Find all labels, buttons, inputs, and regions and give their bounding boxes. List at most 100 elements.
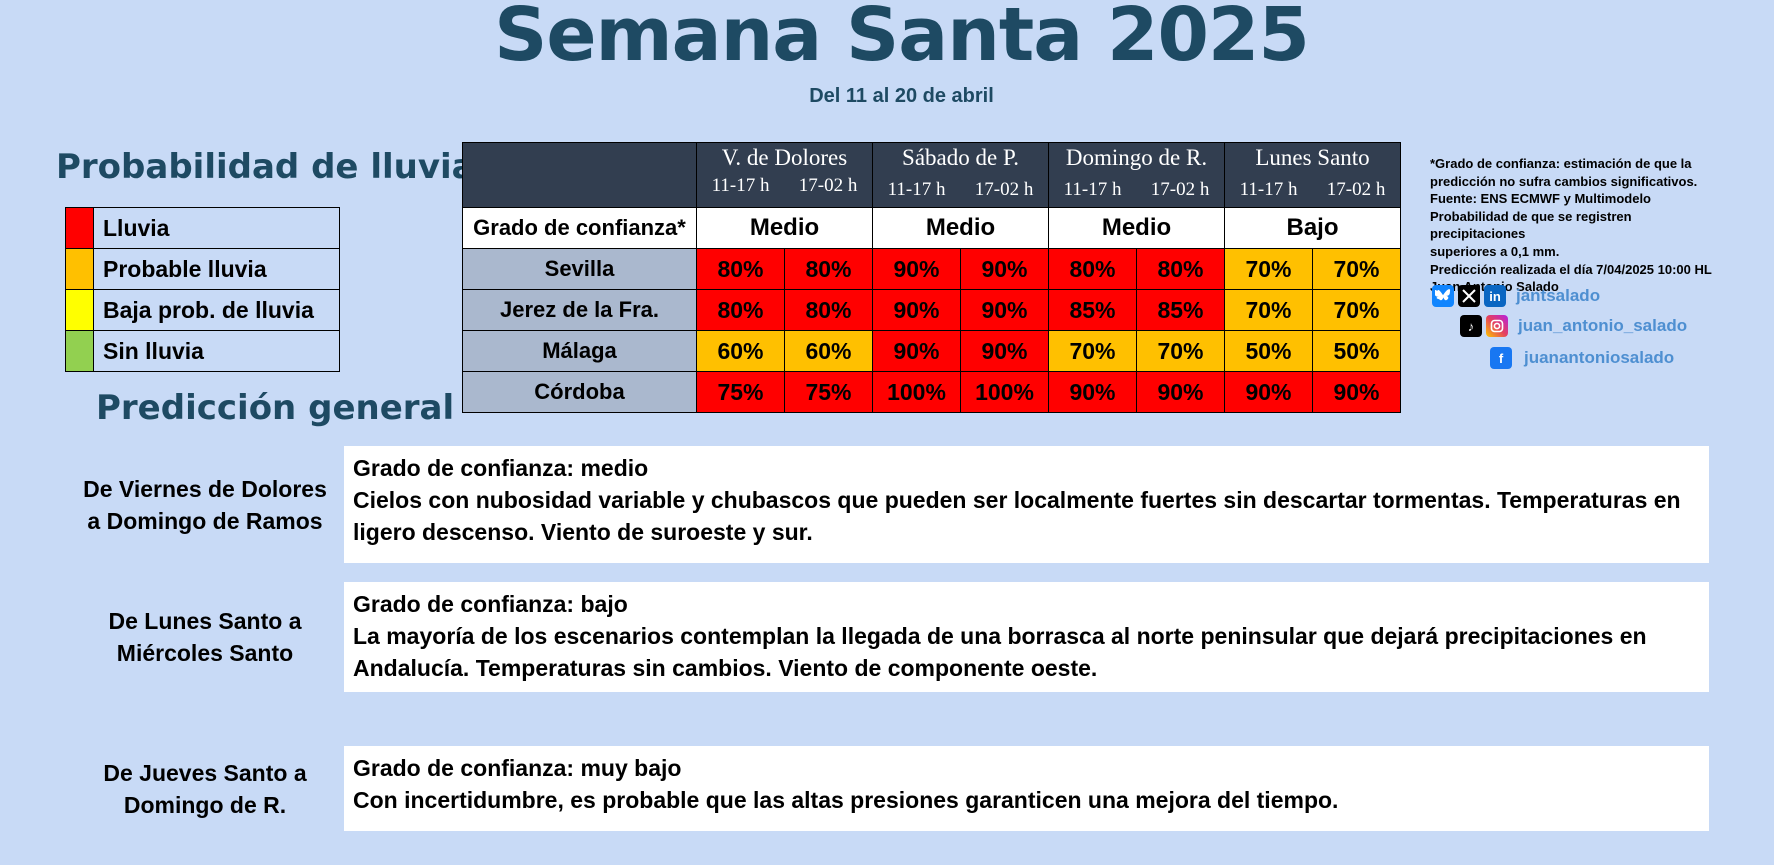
day-header: V. de Dolores 11-17 h 17-02 h bbox=[696, 142, 873, 208]
probability-cell: 70% bbox=[1312, 289, 1401, 331]
confidence-value: Medio bbox=[1048, 207, 1225, 249]
period-label-line: Domingo de R. bbox=[123, 792, 287, 818]
note-line: Predicción realizada el día 7/04/2025 10… bbox=[1430, 261, 1712, 277]
probability-cell: 50% bbox=[1312, 330, 1401, 372]
probability-cell: 85% bbox=[1136, 289, 1225, 331]
probability-cell: 80% bbox=[1048, 248, 1137, 290]
period-label: De Viernes de Dolores a Domingo de Ramos bbox=[70, 473, 340, 537]
period-forecast-box: Grado de confianza: bajo La mayoría de l… bbox=[344, 582, 1709, 692]
confidence-value: Medio bbox=[696, 207, 873, 249]
day-header: Sábado de P. 11-17 h 17-02 h bbox=[872, 142, 1049, 208]
probability-cell: 80% bbox=[696, 289, 785, 331]
social-row-3[interactable]: f juanantoniosalado bbox=[1490, 347, 1674, 369]
period-forecast-box: Grado de confianza: medio Cielos con nub… bbox=[344, 446, 1709, 563]
probability-cell: 90% bbox=[1312, 371, 1401, 413]
note-line: Fuente: ENS ECMWF y Multimodelo bbox=[1430, 191, 1651, 207]
period-forecast-box: Grado de confianza: muy bajo Con incerti… bbox=[344, 746, 1709, 831]
hour-range: 11-17 h bbox=[887, 179, 946, 200]
hour-range: 17-02 h bbox=[974, 179, 1034, 200]
legend-swatch bbox=[65, 207, 94, 249]
legend-swatch bbox=[65, 330, 94, 372]
linkedin-icon: in bbox=[1484, 285, 1506, 307]
probability-cell: 90% bbox=[960, 248, 1049, 290]
day-header: Domingo de R. 11-17 h 17-02 h bbox=[1048, 142, 1225, 208]
legend-label: Sin lluvia bbox=[93, 330, 340, 372]
legend-swatch bbox=[65, 289, 94, 331]
city-name: Sevilla bbox=[462, 248, 697, 290]
city-name: Córdoba bbox=[462, 371, 697, 413]
probability-cell: 90% bbox=[1136, 371, 1225, 413]
period-label-line: Miércoles Santo bbox=[116, 640, 294, 666]
probability-table: V. de Dolores 11-17 h 17-02 h Sábado de P… bbox=[462, 142, 1401, 413]
probability-cell: 60% bbox=[696, 330, 785, 372]
social-handle[interactable]: jantsalado bbox=[1516, 286, 1601, 305]
legend-item: Probable lluvia bbox=[65, 248, 340, 290]
table-row: Málaga 60% 60% 90% 90% 70% 70% 50% 50% bbox=[462, 330, 1401, 372]
confidence-label: Grado de confianza* bbox=[462, 207, 697, 249]
hour-range: 17-02 h bbox=[1326, 179, 1386, 200]
period-text: Cielos con nubosidad variable y chubasco… bbox=[353, 487, 1681, 545]
instagram-icon bbox=[1486, 315, 1508, 337]
hour-range: 11-17 h bbox=[1239, 179, 1298, 200]
period-label-line: a Domingo de Ramos bbox=[87, 508, 323, 534]
period-label: De Jueves Santo a Domingo de R. bbox=[70, 757, 340, 821]
day-name: Lunes Santo bbox=[1255, 145, 1370, 170]
day-name: Domingo de R. bbox=[1065, 145, 1208, 170]
table-row: Sevilla 80% 80% 90% 90% 80% 80% 70% 70% bbox=[462, 248, 1401, 290]
tiktok-icon: ♪ bbox=[1460, 315, 1482, 337]
probability-cell: 100% bbox=[872, 371, 961, 413]
legend-swatch bbox=[65, 248, 94, 290]
probability-cell: 80% bbox=[1136, 248, 1225, 290]
legend-title: Probabilidad de lluvia bbox=[56, 147, 475, 187]
probability-cell: 80% bbox=[696, 248, 785, 290]
probability-cell: 70% bbox=[1312, 248, 1401, 290]
period-label: De Lunes Santo a Miércoles Santo bbox=[70, 605, 340, 669]
day-header: Lunes Santo 11-17 h 17-02 h bbox=[1224, 142, 1401, 208]
period-label-line: De Viernes de Dolores bbox=[83, 476, 327, 502]
legend-item: Baja prob. de lluvia bbox=[65, 289, 340, 331]
hour-range: 17-02 h bbox=[1150, 179, 1210, 200]
legend-item: Sin lluvia bbox=[65, 330, 340, 372]
probability-cell: 80% bbox=[784, 289, 873, 331]
probability-cell: 90% bbox=[872, 330, 961, 372]
legend-item: Lluvia bbox=[65, 207, 340, 249]
probability-cell: 90% bbox=[1048, 371, 1137, 413]
probability-cell: 90% bbox=[1224, 371, 1313, 413]
note-line: Probabilidad de que se registren precipi… bbox=[1430, 208, 1632, 242]
city-name: Málaga bbox=[462, 330, 697, 372]
table-header-row: V. de Dolores 11-17 h 17-02 h Sábado de P… bbox=[462, 142, 1401, 208]
city-name: Jerez de la Fra. bbox=[462, 289, 697, 331]
page-subtitle: Del 11 al 20 de abril bbox=[809, 85, 994, 107]
probability-cell: 90% bbox=[960, 330, 1049, 372]
page-title: Semana Santa 2025 bbox=[494, 0, 1310, 78]
period-label-line: De Lunes Santo a bbox=[108, 608, 302, 634]
period-confidence: Grado de confianza: medio bbox=[353, 455, 649, 481]
legend-label: Probable lluvia bbox=[93, 248, 340, 290]
period-confidence: Grado de confianza: muy bajo bbox=[353, 755, 682, 781]
prediction-title: Predicción general bbox=[96, 388, 455, 428]
facebook-icon: f bbox=[1490, 347, 1512, 369]
period-confidence: Grado de confianza: bajo bbox=[353, 591, 628, 617]
confidence-value: Bajo bbox=[1224, 207, 1401, 249]
social-handle[interactable]: juanantoniosalado bbox=[1524, 348, 1675, 367]
hour-range: 17-02 h bbox=[798, 175, 858, 196]
table-row: Córdoba 75% 75% 100% 100% 90% 90% 90% 90% bbox=[462, 371, 1401, 413]
hour-range: 11-17 h bbox=[1063, 179, 1122, 200]
legend: Lluvia Probable lluvia Baja prob. de llu… bbox=[65, 207, 340, 372]
probability-cell: 75% bbox=[696, 371, 785, 413]
period-label-line: De Jueves Santo a bbox=[103, 760, 307, 786]
note-line: predicción no sufra cambios significativ… bbox=[1430, 173, 1698, 189]
hour-range: 11-17 h bbox=[711, 175, 770, 196]
probability-cell: 60% bbox=[784, 330, 873, 372]
period-text: La mayoría de los escenarios contemplan … bbox=[353, 623, 1647, 681]
social-row-1[interactable]: in jantsalado bbox=[1432, 285, 1600, 307]
day-name: Sábado de P. bbox=[902, 145, 1019, 170]
legend-label: Lluvia bbox=[93, 207, 340, 249]
probability-cell: 75% bbox=[784, 371, 873, 413]
note-line: superiores a 0,1 mm. bbox=[1430, 243, 1560, 259]
probability-cell: 90% bbox=[960, 289, 1049, 331]
probability-cell: 100% bbox=[960, 371, 1049, 413]
social-row-2[interactable]: ♪ juan_antonio_salado bbox=[1460, 315, 1687, 337]
probability-cell: 70% bbox=[1224, 248, 1313, 290]
social-handle[interactable]: juan_antonio_salado bbox=[1518, 316, 1688, 335]
